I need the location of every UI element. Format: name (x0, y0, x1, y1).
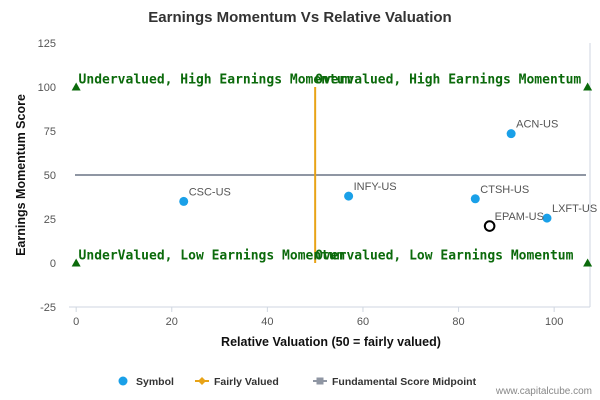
data-point (542, 213, 552, 223)
legend-square-marker (316, 377, 324, 385)
legend-label: Symbol (136, 376, 174, 388)
x-tick-label: 80 (452, 316, 464, 328)
quadrant-markers (71, 82, 593, 267)
data-point (179, 196, 189, 206)
quadrant-label: UnderValued, Low Earnings Momentum (79, 248, 345, 263)
plot-area: -25 0 25 50 75 100 125 0 20 40 60 80 100 Undervalue… (38, 38, 598, 328)
y-axis-title: Earnings Momentum Score (14, 94, 28, 256)
data-point-label: LXFT-US (552, 203, 597, 215)
x-tick-label: 40 (261, 316, 273, 328)
x-tick-label: 60 (357, 316, 369, 328)
chart-title: Earnings Momentum Vs Relative Valuation (148, 9, 451, 26)
legend-item: Symbol (118, 376, 174, 388)
data-points: CSC-US INFY-US CTSH-US ACN-US LXFT-US EPAM-US (179, 119, 597, 232)
data-point-label: ACN-US (516, 119, 558, 131)
y-tick-label: 75 (44, 126, 56, 138)
data-point (470, 194, 480, 204)
x-axis-ticks: 0 20 40 60 80 100 (73, 307, 563, 328)
data-point-label: INFY-US (354, 181, 397, 193)
quadrant-triangle-marker (71, 82, 81, 91)
legend: Symbol Fairly Valued Fundamental Score Mid… (118, 376, 477, 388)
y-axis-ticks: -25 0 25 50 75 100 125 (38, 38, 56, 314)
quadrant-label: Undervalued, High Earnings Momentum (79, 72, 353, 87)
legend-diamond-marker (198, 377, 206, 385)
y-tick-label: 0 (50, 258, 56, 270)
quadrant-label: Overvalued, Low Earnings Momentum (315, 248, 573, 263)
quadrant-label: Overvalued, High Earnings Momentum (315, 72, 581, 87)
quadrant-labels: Undervalued, High Earnings MomentumOverv… (79, 72, 582, 263)
quadrant-triangle-marker (71, 258, 81, 267)
y-tick-label: 25 (44, 214, 56, 226)
y-tick-label: 100 (38, 82, 56, 94)
x-tick-label: 0 (73, 316, 79, 328)
quadrant-triangle-marker (583, 82, 593, 91)
data-point-highlight (483, 220, 496, 232)
data-point-label: CTSH-US (480, 184, 529, 196)
quadrant-triangle-marker (583, 258, 593, 267)
data-point (344, 191, 354, 201)
legend-item: Fairly Valued (195, 376, 279, 388)
y-tick-label: 50 (44, 170, 56, 182)
legend-dot-symbol (118, 376, 128, 386)
legend-label: Fundamental Score Midpoint (332, 376, 477, 388)
legend-label: Fairly Valued (214, 376, 279, 388)
x-tick-label: 100 (545, 316, 563, 328)
y-tick-label: 125 (38, 38, 56, 50)
credit-text: www.capitalcube.com (495, 386, 592, 397)
x-tick-label: 20 (166, 316, 178, 328)
y-tick-label: -25 (40, 302, 56, 314)
data-point-label: CSC-US (189, 186, 231, 198)
data-point (506, 129, 516, 139)
legend-item: Fundamental Score Midpoint (313, 376, 477, 388)
x-axis-title: Relative Valuation (50 = fairly valued) (221, 335, 441, 349)
data-point-label: EPAM-US (495, 211, 544, 223)
